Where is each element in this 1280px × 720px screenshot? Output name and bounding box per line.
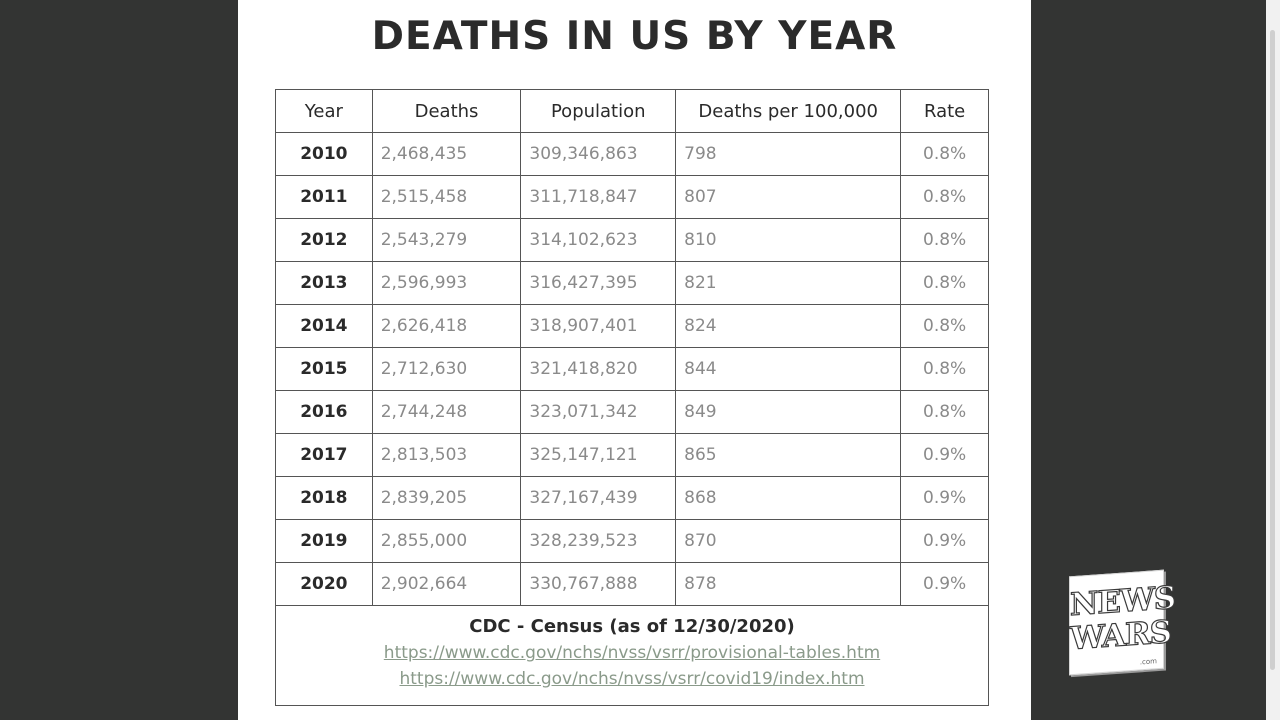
deaths-cell: 2,813,503 bbox=[371, 433, 522, 477]
table-row: 2020 2,902,664 330,767,888 878 0.9% bbox=[275, 562, 989, 606]
rate-cell: 0.8% bbox=[900, 261, 989, 305]
deaths-cell: 2,712,630 bbox=[371, 347, 522, 391]
deaths-per-100k-cell: 798 bbox=[675, 132, 902, 176]
table-row: 2013 2,596,993 316,427,395 821 0.8% bbox=[275, 261, 989, 305]
scrollbar[interactable] bbox=[1266, 0, 1280, 720]
population-cell: 327,167,439 bbox=[520, 476, 677, 520]
logo-text-wars: WARS bbox=[1069, 614, 1172, 658]
year-cell: 2012 bbox=[275, 218, 373, 262]
table-row: 2014 2,626,418 318,907,401 824 0.8% bbox=[275, 304, 989, 348]
deaths-cell: 2,902,664 bbox=[371, 562, 522, 606]
scrollbar-thumb[interactable] bbox=[1270, 30, 1275, 670]
col-header-deaths: Deaths bbox=[371, 89, 522, 133]
newswars-logo: NEWS WARS .com bbox=[1069, 569, 1176, 676]
table-row: 2012 2,543,279 314,102,623 810 0.8% bbox=[275, 218, 989, 262]
rate-cell: 0.8% bbox=[900, 218, 989, 262]
source-title: CDC - Census (as of 12/30/2020) bbox=[469, 616, 795, 637]
source-cell: CDC - Census (as of 12/30/2020) https://… bbox=[275, 605, 989, 706]
population-cell: 318,907,401 bbox=[520, 304, 677, 348]
deaths-per-100k-cell: 865 bbox=[675, 433, 902, 477]
deaths-cell: 2,744,248 bbox=[371, 390, 522, 434]
population-cell: 316,427,395 bbox=[520, 261, 677, 305]
table-row: 2010 2,468,435 309,346,863 798 0.8% bbox=[275, 132, 989, 176]
logo-text-com: .com bbox=[1139, 657, 1157, 667]
deaths-per-100k-cell: 849 bbox=[675, 390, 902, 434]
deaths-per-100k-cell: 870 bbox=[675, 519, 902, 563]
col-header-population: Population bbox=[520, 89, 677, 133]
col-header-year: Year bbox=[275, 89, 373, 133]
rate-cell: 0.8% bbox=[900, 132, 989, 176]
rate-cell: 0.9% bbox=[900, 476, 989, 520]
population-cell: 330,767,888 bbox=[520, 562, 677, 606]
deaths-cell: 2,839,205 bbox=[371, 476, 522, 520]
rate-cell: 0.9% bbox=[900, 433, 989, 477]
deaths-per-100k-cell: 868 bbox=[675, 476, 902, 520]
year-cell: 2019 bbox=[275, 519, 373, 563]
year-cell: 2015 bbox=[275, 347, 373, 391]
population-cell: 323,071,342 bbox=[520, 390, 677, 434]
deaths-cell: 2,468,435 bbox=[371, 132, 522, 176]
year-cell: 2017 bbox=[275, 433, 373, 477]
population-cell: 325,147,121 bbox=[520, 433, 677, 477]
table-row: 2016 2,744,248 323,071,342 849 0.8% bbox=[275, 390, 989, 434]
deaths-per-100k-cell: 810 bbox=[675, 218, 902, 262]
population-cell: 328,239,523 bbox=[520, 519, 677, 563]
table-row: 2017 2,813,503 325,147,121 865 0.9% bbox=[275, 433, 989, 477]
population-cell: 309,346,863 bbox=[520, 132, 677, 176]
col-header-rate: Rate bbox=[900, 89, 989, 133]
rate-cell: 0.8% bbox=[900, 390, 989, 434]
year-cell: 2020 bbox=[275, 562, 373, 606]
presentation-slide: DEATHS IN US BY YEAR Year Deaths Populat… bbox=[238, 0, 1031, 720]
deaths-cell: 2,596,993 bbox=[371, 261, 522, 305]
deaths-cell: 2,543,279 bbox=[371, 218, 522, 262]
deaths-cell: 2,626,418 bbox=[371, 304, 522, 348]
population-cell: 314,102,623 bbox=[520, 218, 677, 262]
deaths-per-100k-cell: 807 bbox=[675, 175, 902, 219]
year-cell: 2011 bbox=[275, 175, 373, 219]
year-cell: 2013 bbox=[275, 261, 373, 305]
rate-cell: 0.8% bbox=[900, 175, 989, 219]
deaths-per-100k-cell: 844 bbox=[675, 347, 902, 391]
source-row: CDC - Census (as of 12/30/2020) https://… bbox=[275, 605, 989, 706]
header-row: Year Deaths Population Deaths per 100,00… bbox=[275, 89, 989, 133]
rate-cell: 0.9% bbox=[900, 519, 989, 563]
deaths-per-100k-cell: 824 bbox=[675, 304, 902, 348]
population-cell: 321,418,820 bbox=[520, 347, 677, 391]
table-row: 2011 2,515,458 311,718,847 807 0.8% bbox=[275, 175, 989, 219]
year-cell: 2014 bbox=[275, 304, 373, 348]
slide-title: DEATHS IN US BY YEAR bbox=[371, 14, 898, 59]
year-cell: 2016 bbox=[275, 390, 373, 434]
table-body: 2010 2,468,435 309,346,863 798 0.8% 2011 2,515… bbox=[275, 132, 989, 606]
rate-cell: 0.8% bbox=[900, 304, 989, 348]
deaths-table: Year Deaths Population Deaths per 100,00… bbox=[275, 89, 989, 706]
deaths-cell: 2,515,458 bbox=[371, 175, 522, 219]
table-row: 2019 2,855,000 328,239,523 870 0.9% bbox=[275, 519, 989, 563]
source-link-covid19[interactable]: https://www.cdc.gov/nchs/nvss/vsrr/covid… bbox=[399, 669, 865, 689]
rate-cell: 0.8% bbox=[900, 347, 989, 391]
population-cell: 311,718,847 bbox=[520, 175, 677, 219]
table-row: 2018 2,839,205 327,167,439 868 0.9% bbox=[275, 476, 989, 520]
deaths-cell: 2,855,000 bbox=[371, 519, 522, 563]
deaths-per-100k-cell: 821 bbox=[675, 261, 902, 305]
rate-cell: 0.9% bbox=[900, 562, 989, 606]
year-cell: 2018 bbox=[275, 476, 373, 520]
year-cell: 2010 bbox=[275, 132, 373, 176]
source-link-provisional-tables[interactable]: https://www.cdc.gov/nchs/nvss/vsrr/provi… bbox=[383, 643, 881, 663]
deaths-per-100k-cell: 878 bbox=[675, 562, 902, 606]
col-header-deaths-per-100k: Deaths per 100,000 bbox=[675, 89, 902, 133]
table-row: 2015 2,712,630 321,418,820 844 0.8% bbox=[275, 347, 989, 391]
